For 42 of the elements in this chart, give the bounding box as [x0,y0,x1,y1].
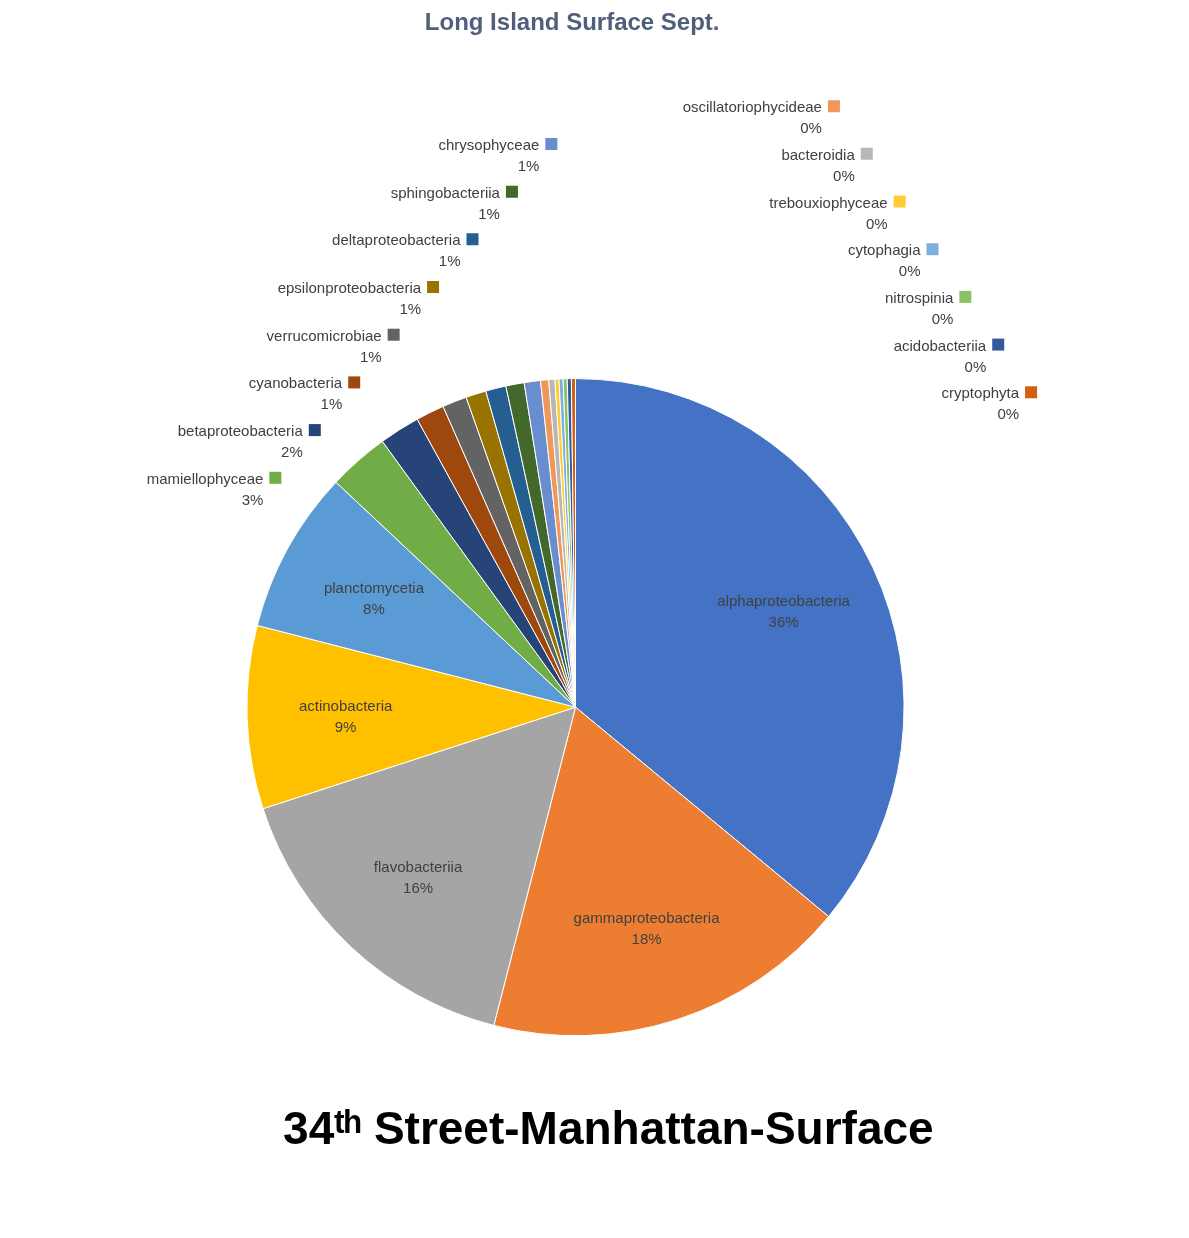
data-label: 0% [865,214,888,232]
data-label: 0% [964,357,987,375]
legend-label: betaproteobacteria [177,422,304,440]
data-label: 36% [768,613,799,631]
text: 34ᵗʰ Street-Manhattan-Surface [283,1102,934,1155]
legend-label: trebouxiophyceae [769,193,888,211]
legend-label: cryptophyta [941,384,1020,402]
data-label: 18% [631,930,662,948]
legend-label: epsilonproteobacteria [277,279,422,297]
legend-label: deltaproteobacteria [332,231,462,249]
legend-label: acidobacteriia [893,336,987,354]
legend-label: mamiellophyceae [146,469,264,487]
data-label: 0% [898,262,921,280]
data-label: 1% [399,300,422,318]
slice-label: planctomycetia [323,579,425,597]
data-label: 9% [334,718,357,736]
legend-label: chrysophyceae [438,135,540,153]
legend-label: cytophagia [847,241,922,259]
legend-label: sphingobacteriia [390,183,501,201]
data-label: 0% [800,119,822,137]
data-label: 1% [517,156,540,174]
slice-label: gammaproteobacteria [573,909,721,927]
slice-label: actinobacteria [298,697,393,715]
data-label: 0% [997,405,1020,423]
slice-label: flavobacteriia [373,857,463,875]
chart-title: Long Island Surface Sept. [424,7,720,35]
data-label: 1% [320,395,343,413]
legend-label: bacteroidia [781,145,856,163]
legend-label: cyanobacteria [248,374,343,392]
data-label: 16% [403,878,434,896]
data-label: 1% [359,347,382,365]
data-label: 0% [931,309,954,327]
data-label: 3% [241,490,264,508]
slice-label: alphaproteobacteria [717,592,851,610]
data-label: 1% [478,204,500,222]
legend-label: verrucomicrobiae [266,326,382,344]
data-label: 1% [438,252,461,270]
data-label: 8% [363,600,385,618]
legend-label: oscillatoriophycideae [682,98,822,116]
data-label: 2% [281,443,303,461]
legend-label: nitrospinia [884,288,955,306]
data-label: 0% [833,166,855,184]
